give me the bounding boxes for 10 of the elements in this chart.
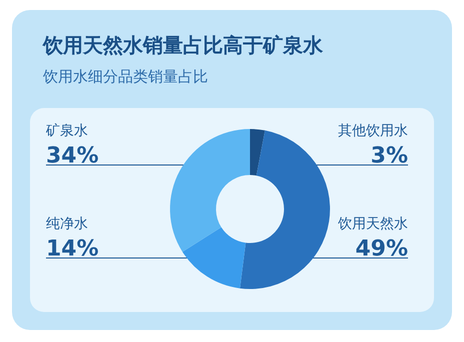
data-label: 3% [370, 144, 408, 168]
slice-label: 其他饮用水 [338, 123, 408, 139]
slice-label: 矿泉水 [45, 123, 88, 139]
data-label: 14% [46, 236, 99, 262]
slice-label: 纯净水 [46, 216, 88, 232]
chart-subtitle: 饮用水细分品类销量占比 [42, 68, 208, 86]
data-label: 49% [355, 236, 408, 262]
data-label: 34% [46, 144, 99, 168]
chart-title: 饮用天然水销量占比高于矿泉水 [42, 33, 324, 57]
slice-label: 饮用天然水 [337, 216, 408, 232]
